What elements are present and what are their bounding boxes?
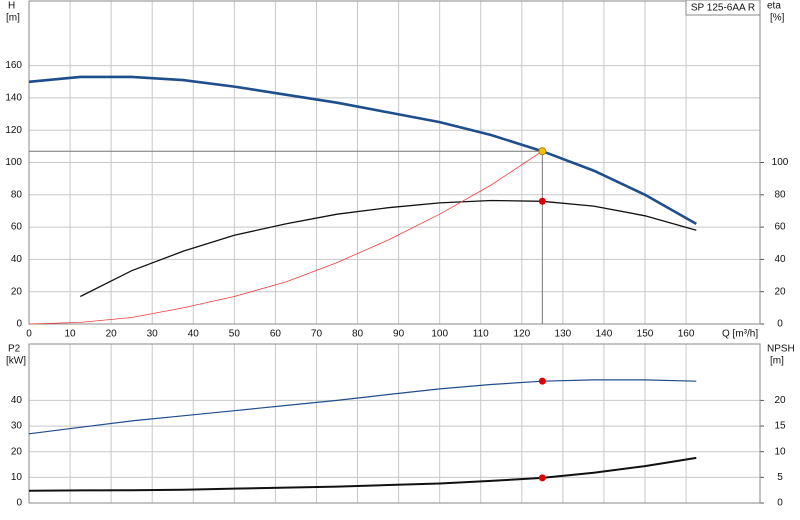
x-tick-label: 100 xyxy=(431,329,448,340)
x-tick-label: 70 xyxy=(311,329,323,340)
y2-tick-label: 40 xyxy=(774,254,786,265)
y-tick-label: 140 xyxy=(5,93,22,104)
series-line xyxy=(28,379,697,435)
x-tick-label: 80 xyxy=(352,329,364,340)
title-box xyxy=(685,0,761,16)
y-tick-label: 40 xyxy=(11,395,23,406)
y-axis-unit: [m] xyxy=(6,13,20,24)
y2-tick-label: 20 xyxy=(774,286,786,297)
y-tick-label: 20 xyxy=(11,286,23,297)
series-line xyxy=(80,199,697,298)
y2-tick-label: 15 xyxy=(774,421,786,432)
x-tick-label: 90 xyxy=(393,329,405,340)
y-tick-label: 20 xyxy=(11,446,23,457)
x-tick-label: 110 xyxy=(473,329,489,340)
x-tick-label: 140 xyxy=(596,329,613,340)
x-tick-label: 30 xyxy=(147,329,159,340)
y2-tick-label: 10 xyxy=(774,446,786,457)
plot-frame xyxy=(28,0,761,325)
series-line xyxy=(28,75,697,226)
y2-axis-label: NPSH xyxy=(767,344,795,355)
y-axis-label: P2 xyxy=(8,344,21,355)
series-line xyxy=(28,456,697,492)
y2-tick-label: 60 xyxy=(774,222,786,233)
series-line xyxy=(28,150,543,325)
y2-tick-label: 80 xyxy=(774,189,786,200)
y-tick-label: 30 xyxy=(11,421,23,432)
x-tick-label: 150 xyxy=(637,329,654,340)
duty-marker xyxy=(538,147,547,156)
y-tick-label: 100 xyxy=(5,157,22,168)
y2-tick-label: 0 xyxy=(777,498,783,509)
duty-marker xyxy=(538,377,546,385)
x-tick-label: 0 xyxy=(26,329,32,340)
y2-tick-label: 20 xyxy=(774,395,786,406)
x-tick-label: 40 xyxy=(188,329,200,340)
y2-tick-label: 5 xyxy=(777,472,783,483)
y2-axis-label: eta xyxy=(767,1,781,12)
y-tick-label: 0 xyxy=(16,498,22,509)
y-tick-label: 60 xyxy=(11,222,23,233)
y-tick-label: 40 xyxy=(11,254,23,265)
x-tick-label: 20 xyxy=(106,329,118,340)
y-tick-label: 120 xyxy=(5,125,22,136)
x-tick-label: 60 xyxy=(270,329,282,340)
y2-axis-unit: [m] xyxy=(770,356,784,367)
y-tick-label: 0 xyxy=(16,319,22,330)
y-axis-unit: [kW] xyxy=(6,356,26,367)
y-tick-label: 10 xyxy=(11,472,23,483)
duty-marker xyxy=(538,474,546,482)
x-tick-label: 120 xyxy=(513,329,530,340)
x-tick-label: 50 xyxy=(229,329,241,340)
x-tick-label: 160 xyxy=(678,329,695,340)
y-axis-label: H xyxy=(8,1,15,12)
y-tick-label: 80 xyxy=(11,189,23,200)
chart-title: SP 125-6AA R xyxy=(691,3,755,14)
y2-tick-label: 0 xyxy=(777,319,783,330)
x-tick-label: 130 xyxy=(555,329,572,340)
y2-axis-unit: [%] xyxy=(770,13,785,24)
x-axis-label: Q [m³/h] xyxy=(722,329,758,340)
duty-marker xyxy=(538,197,546,205)
y-tick-label: 160 xyxy=(5,60,22,71)
y2-tick-label: 100 xyxy=(772,157,789,168)
plot-frame xyxy=(28,343,761,504)
x-tick-label: 10 xyxy=(65,329,77,340)
